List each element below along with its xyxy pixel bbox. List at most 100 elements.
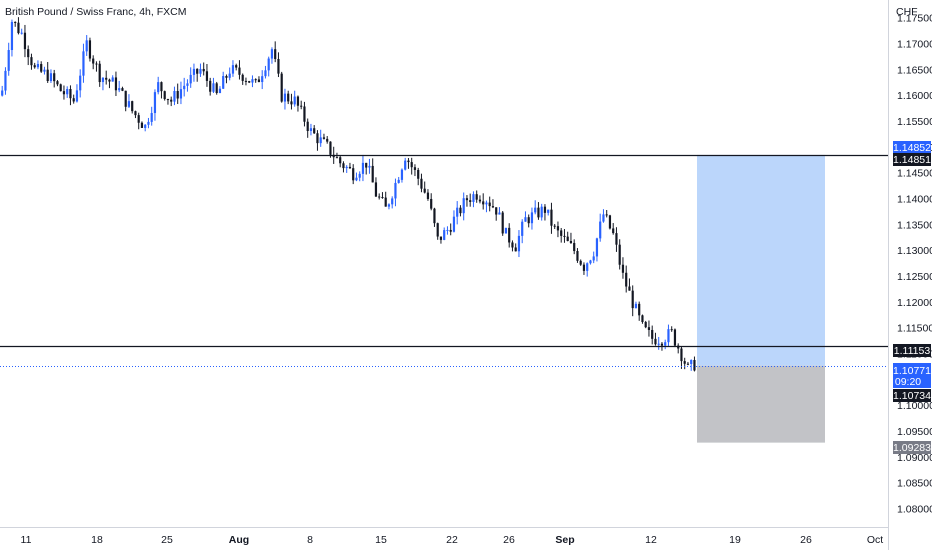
candle [1, 85, 4, 97]
candle [621, 257, 625, 279]
candle-body [264, 70, 267, 77]
stop-zone[interactable] [697, 365, 825, 443]
candle [657, 336, 660, 350]
candle-body [456, 207, 459, 217]
candle-body [303, 106, 306, 122]
candle [439, 236, 443, 244]
time-tick-label: 18 [91, 534, 103, 546]
candle [579, 259, 582, 266]
candle-body [508, 227, 511, 243]
candle-body [157, 82, 160, 93]
candle-body [475, 194, 478, 200]
candle-body [277, 58, 280, 74]
candle [381, 192, 384, 199]
candle-body [10, 21, 14, 51]
candle [475, 190, 478, 203]
candle-body [592, 256, 595, 261]
candle [504, 227, 508, 234]
candle-body [306, 121, 309, 131]
price-tick-label: 1.08000 [897, 503, 932, 515]
candle [430, 193, 433, 211]
candle [85, 35, 88, 56]
candle-body [121, 88, 124, 91]
candle [469, 193, 472, 207]
candle-body [667, 329, 670, 343]
candle [556, 221, 560, 238]
candle-body [238, 67, 241, 75]
candle [209, 77, 212, 96]
label-lower-level-text: 1.11153 [894, 345, 931, 357]
candle [105, 70, 108, 85]
candle-body [59, 84, 62, 92]
candle [553, 223, 556, 230]
target-zone[interactable] [697, 154, 825, 366]
time-axis-ticks[interactable]: 11 18 25 Aug 8 15 22 26 Sep 12 19 26 Oct [21, 534, 884, 546]
candle [420, 173, 423, 193]
candle [680, 346, 683, 369]
candle [30, 53, 33, 70]
candle-body [235, 65, 238, 68]
candle-body [426, 192, 430, 199]
candle [647, 320, 651, 337]
candle [147, 117, 150, 129]
candle-body [75, 90, 79, 102]
candle-body [472, 194, 475, 202]
time-tick-label: 26 [800, 534, 812, 546]
candle-body [56, 81, 59, 85]
candle-body [105, 77, 108, 80]
candle-body [173, 91, 176, 102]
candle-body [296, 96, 300, 106]
candle [595, 237, 599, 262]
time-tick-label: 8 [307, 534, 313, 546]
candle [79, 69, 82, 98]
candle-body [569, 240, 573, 243]
candle-body [404, 160, 407, 170]
candle-body [534, 207, 537, 213]
candle-body [241, 74, 244, 81]
candle-body [521, 221, 524, 236]
candle-body [586, 263, 589, 271]
candle-body [459, 207, 462, 214]
candle [17, 17, 20, 35]
candle-body [358, 173, 361, 178]
candle-body [186, 83, 189, 86]
candle-body [293, 96, 296, 105]
candle [641, 314, 644, 324]
candle-body [361, 162, 365, 174]
price-axis-currency: CHF [896, 6, 918, 18]
time-tick-label: 11 [21, 534, 32, 546]
candle-body [556, 226, 560, 231]
candle-body [433, 208, 436, 224]
candle-body [368, 165, 371, 168]
price-tick-label: 1.09000 [897, 452, 932, 464]
candle-body [20, 32, 23, 34]
candle-body [160, 82, 163, 92]
time-tick-label: 26 [503, 534, 515, 546]
candle-body [342, 163, 345, 169]
price-tick-label: 1.14000 [897, 193, 932, 205]
candle-body [469, 200, 472, 202]
candle [319, 129, 322, 147]
candle [563, 229, 566, 243]
candle [118, 80, 121, 93]
candle [98, 60, 101, 87]
candle [543, 204, 547, 221]
candle [686, 361, 690, 366]
price-tick-label: 1.08500 [897, 478, 932, 490]
candle-body [205, 71, 209, 81]
candle [495, 207, 498, 221]
candle [316, 130, 319, 151]
candle-body [524, 217, 527, 222]
candle-body [423, 188, 426, 193]
candle-body [686, 363, 690, 365]
candle [582, 262, 586, 275]
candle [605, 210, 608, 218]
candle-body [673, 329, 677, 346]
candle-body [498, 212, 501, 215]
candle [313, 125, 316, 134]
price-tick-label: 1.13000 [897, 245, 932, 257]
candle [638, 301, 641, 321]
candle [465, 195, 469, 207]
